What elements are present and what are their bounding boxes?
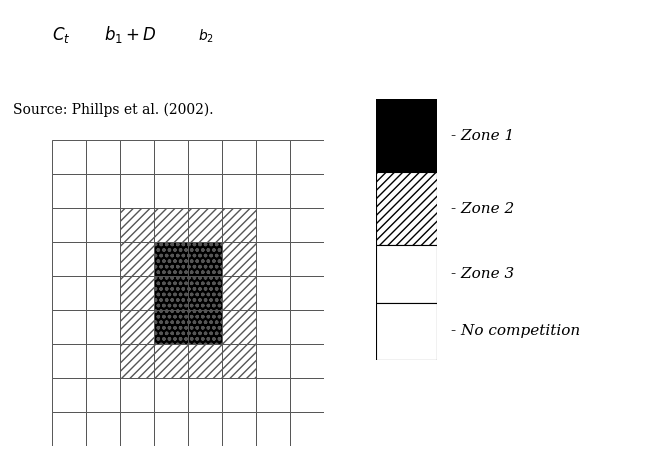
Bar [256, 378, 290, 411]
Bar [52, 275, 86, 310]
Bar [222, 174, 256, 207]
Bar [256, 310, 290, 343]
Text: - Zone 1: - Zone 1 [451, 129, 515, 143]
Bar [120, 242, 154, 275]
Bar [120, 378, 154, 411]
Bar [52, 310, 86, 343]
Bar [154, 242, 188, 275]
Bar [86, 174, 120, 207]
Bar [120, 343, 154, 378]
Bar [154, 275, 188, 310]
Bar [52, 378, 86, 411]
Bar [188, 174, 222, 207]
Bar [290, 310, 324, 343]
Bar [376, 245, 437, 302]
Bar [256, 207, 290, 242]
Bar [290, 140, 324, 174]
Bar [154, 378, 188, 411]
Bar [376, 172, 437, 245]
Bar [154, 411, 188, 446]
Bar [256, 242, 290, 275]
Bar [86, 207, 120, 242]
Bar [376, 302, 437, 360]
Bar [222, 275, 256, 310]
Bar [86, 411, 120, 446]
Bar [86, 310, 120, 343]
Bar [188, 343, 222, 378]
Bar [222, 411, 256, 446]
Bar [120, 174, 154, 207]
Bar [52, 207, 86, 242]
Bar [290, 207, 324, 242]
Bar [86, 343, 120, 378]
Bar [290, 275, 324, 310]
Text: - Zone 3: - Zone 3 [451, 267, 515, 281]
Bar [86, 275, 120, 310]
Bar [120, 411, 154, 446]
Text: - No competition: - No competition [451, 324, 580, 338]
Text: $b_1 + D$: $b_1 + D$ [104, 24, 157, 45]
Text: Source: Phillps et al. (2002).: Source: Phillps et al. (2002). [13, 103, 213, 117]
Bar [222, 140, 256, 174]
Bar [376, 99, 437, 172]
Bar [188, 275, 222, 310]
Bar [154, 140, 188, 174]
Bar [120, 310, 154, 343]
Bar [120, 207, 154, 242]
Bar [154, 343, 188, 378]
Bar [86, 378, 120, 411]
Bar [188, 310, 222, 343]
Bar [256, 174, 290, 207]
Bar [188, 411, 222, 446]
Bar [222, 343, 256, 378]
Bar [52, 343, 86, 378]
Bar [86, 140, 120, 174]
Bar [154, 207, 188, 242]
Bar [290, 174, 324, 207]
Bar [222, 378, 256, 411]
Bar [188, 140, 222, 174]
Bar [222, 207, 256, 242]
Text: $b_2$: $b_2$ [198, 27, 214, 45]
Bar [120, 140, 154, 174]
Bar [188, 242, 222, 275]
Bar [256, 275, 290, 310]
Text: - Zone 2: - Zone 2 [451, 202, 515, 216]
Text: $C_t$: $C_t$ [52, 25, 71, 45]
Bar [154, 310, 188, 343]
Bar [52, 242, 86, 275]
Bar [222, 310, 256, 343]
Bar [290, 242, 324, 275]
Bar [52, 140, 86, 174]
Bar [256, 411, 290, 446]
Bar [222, 242, 256, 275]
Bar [120, 275, 154, 310]
Bar [154, 174, 188, 207]
Bar [188, 207, 222, 242]
Bar [188, 378, 222, 411]
Bar [290, 411, 324, 446]
Bar [290, 378, 324, 411]
Bar [256, 140, 290, 174]
Bar [256, 343, 290, 378]
Bar [86, 242, 120, 275]
Bar [52, 174, 86, 207]
Bar [52, 411, 86, 446]
Bar [290, 343, 324, 378]
